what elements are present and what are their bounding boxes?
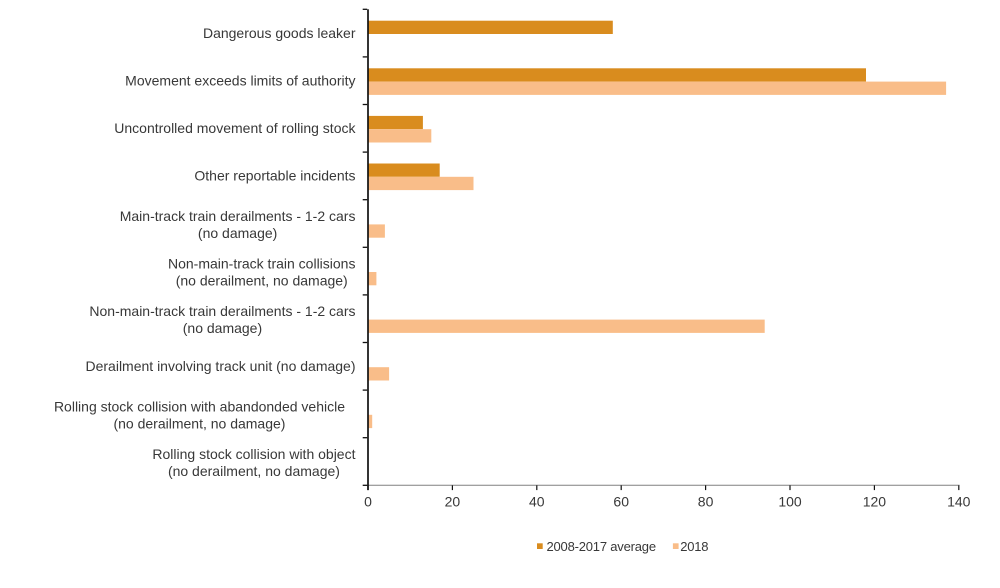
svg-text:0: 0 [364,494,372,510]
svg-text:Dangerous goods leaker: Dangerous goods leaker [203,25,356,41]
svg-text:Other reportable incidents: Other reportable incidents [194,168,355,184]
svg-text:Rolling stock collision with o: Rolling stock collision with object [152,446,355,462]
svg-text:Non-main-track train collision: Non-main-track train collisions [168,256,356,272]
svg-text:80: 80 [698,494,714,510]
svg-text:(no derailment, no damage): (no derailment, no damage) [113,415,285,431]
svg-text:120: 120 [863,494,887,510]
svg-text:Main-track train derailments -: Main-track train derailments - 1-2 cars [120,208,356,224]
svg-text:(no damage): (no damage) [183,320,262,336]
svg-text:(no derailment, no damage): (no derailment, no damage) [176,273,348,289]
svg-text:Derailment involving track uni: Derailment involving track unit (no dama… [85,358,355,374]
svg-text:60: 60 [613,494,629,510]
svg-text:20: 20 [445,494,461,510]
svg-text:Uncontrolled movement of rolli: Uncontrolled movement of rolling stock [114,120,356,136]
svg-text:2018: 2018 [680,539,708,554]
svg-text:(no derailment, no damage): (no derailment, no damage) [168,463,340,479]
svg-text:Rolling stock collision with a: Rolling stock collision with abandonded … [54,398,345,414]
svg-text:100: 100 [778,494,802,510]
svg-text:40: 40 [529,494,545,510]
svg-text:(no damage): (no damage) [198,225,277,241]
svg-text:2008-2017 average: 2008-2017 average [547,539,656,554]
svg-text:Non-main-track train derailmen: Non-main-track train derailments - 1-2 c… [89,303,355,319]
svg-text:140: 140 [947,494,971,510]
svg-text:Movement exceeds limits of aut: Movement exceeds limits of authority [125,73,355,89]
